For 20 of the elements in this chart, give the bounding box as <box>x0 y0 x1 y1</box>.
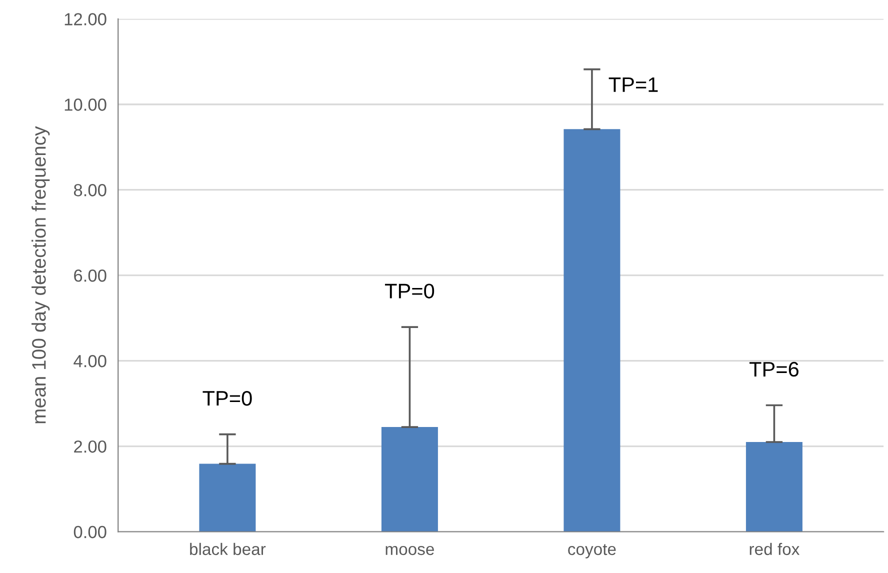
bar <box>199 464 256 532</box>
x-tick-label: black bear <box>190 542 266 556</box>
y-tick-label: 0.00 <box>74 526 106 538</box>
y-tick-label: 6.00 <box>74 269 106 282</box>
y-axis-title: mean 100 day detection frequency <box>32 126 50 424</box>
y-tick-label: 4.00 <box>74 354 106 368</box>
bar <box>564 129 620 532</box>
x-tick-label: coyote <box>568 544 616 558</box>
annotation: TP=1 <box>608 77 658 92</box>
x-tick-label: moose <box>386 546 434 556</box>
bar <box>746 442 802 532</box>
annotation: TP=0 <box>202 390 252 406</box>
y-tick-label: 8.00 <box>74 184 106 196</box>
y-tick-label: 2.00 <box>74 440 106 453</box>
y-tick-label: 10.00 <box>64 98 106 111</box>
annotation: TP=6 <box>749 362 798 377</box>
y-tick-label: 12.00 <box>64 13 106 26</box>
x-tick-label: red fox <box>750 542 800 556</box>
bar <box>381 427 438 532</box>
annotation: TP=0 <box>384 284 434 298</box>
